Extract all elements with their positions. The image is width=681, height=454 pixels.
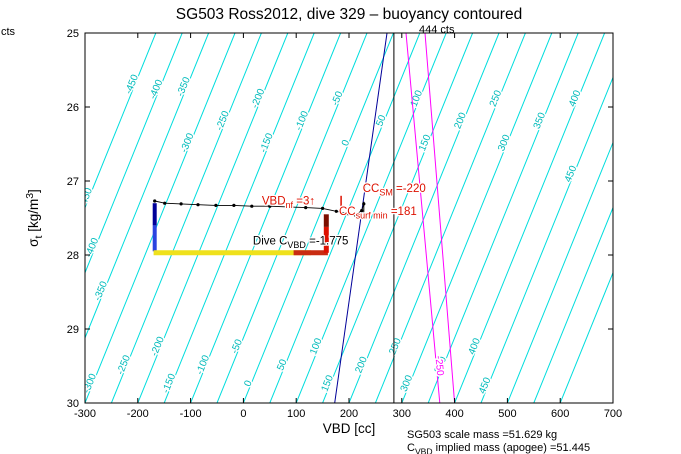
contour-line xyxy=(85,33,183,275)
contour-line xyxy=(427,33,579,403)
y-tick-label: 25 xyxy=(67,28,79,40)
contour-line xyxy=(295,33,447,403)
annotation-dive-c-vbd: Dive CVBD =-1.775 xyxy=(253,236,349,250)
x-tick-label: 600 xyxy=(551,408,569,420)
track-point xyxy=(362,202,366,206)
y-axis-label: σt [kg/m3] xyxy=(24,189,45,247)
track-point xyxy=(153,199,157,203)
track-point xyxy=(179,202,183,206)
contour-line xyxy=(374,33,526,403)
y-tick-label: 30 xyxy=(67,398,79,410)
annotation-cc-sm: CCSM =-220 xyxy=(363,183,426,197)
navy-line xyxy=(334,33,388,403)
implied-mass-text: CVBD implied mass (apogee) =51.445 xyxy=(407,442,590,454)
contour-line xyxy=(533,206,613,403)
annotation-vbd-nf: VBDnf =3↑ xyxy=(262,196,315,210)
counts-line-label: 444 cts xyxy=(419,24,455,36)
track-point xyxy=(353,213,357,217)
y-tick-label: 26 xyxy=(67,102,79,114)
contour-line xyxy=(242,33,394,403)
track-point xyxy=(214,203,218,207)
scale-mass-text: SG503 scale mass =51.629 kg xyxy=(407,429,557,441)
x-tick-label: 0 xyxy=(240,408,246,420)
contour-line xyxy=(269,33,421,403)
dive-track xyxy=(154,200,365,216)
contour-line xyxy=(454,33,606,403)
x-tick-label: -300 xyxy=(74,408,96,420)
x-tick-label: 300 xyxy=(393,408,411,420)
magenta-contour-line xyxy=(405,33,441,403)
contour-line xyxy=(401,33,553,403)
magenta-contour-line xyxy=(424,33,456,403)
contour-line xyxy=(322,33,474,403)
chart-title: SG503 Ross2012, dive 329 – buoyancy cont… xyxy=(175,6,523,23)
annotation-cc-surf-min: CCsurf min =181 xyxy=(339,206,417,220)
plot-content: -450-450-400-400-350-350-300-300-250-250… xyxy=(77,33,613,403)
x-tick-label: -100 xyxy=(180,408,202,420)
track-point xyxy=(268,204,272,208)
y-tick-label: 29 xyxy=(67,324,79,336)
track-point xyxy=(196,203,200,207)
x-tick-label: 500 xyxy=(498,408,516,420)
contour-line xyxy=(480,76,613,403)
track-point xyxy=(163,201,167,205)
y-tick-label: 27 xyxy=(67,176,79,188)
left-margin-cts-label: cts xyxy=(1,26,16,38)
contour-line xyxy=(348,33,500,403)
track-point xyxy=(286,205,290,209)
contour-line xyxy=(85,33,236,403)
track-point xyxy=(304,206,308,210)
contour-line xyxy=(559,271,613,403)
track-point xyxy=(360,209,364,213)
contour-line xyxy=(85,33,210,340)
contour-line xyxy=(110,33,262,403)
x-tick-label: 700 xyxy=(604,408,622,420)
track-point xyxy=(346,212,350,216)
track-point xyxy=(321,206,325,210)
axes-box xyxy=(84,32,614,404)
x-tick-label: 400 xyxy=(445,408,463,420)
magenta-contour-label: -250 xyxy=(433,355,446,376)
contour-line xyxy=(216,33,368,403)
x-tick-label: -200 xyxy=(127,408,149,420)
y-tick-label: 28 xyxy=(67,250,79,262)
track-point xyxy=(250,204,254,208)
x-tick-label: 200 xyxy=(340,408,358,420)
contour-line xyxy=(163,33,315,403)
x-tick-label: 100 xyxy=(287,408,305,420)
track-point xyxy=(232,203,236,207)
contour-line xyxy=(137,33,289,403)
x-axis-label: VBD [cc] xyxy=(323,421,376,436)
contour-line xyxy=(85,33,157,209)
contour-label: -450 xyxy=(77,186,95,209)
contour-line xyxy=(506,141,613,403)
contour-line xyxy=(190,33,342,403)
track-point xyxy=(334,209,338,213)
